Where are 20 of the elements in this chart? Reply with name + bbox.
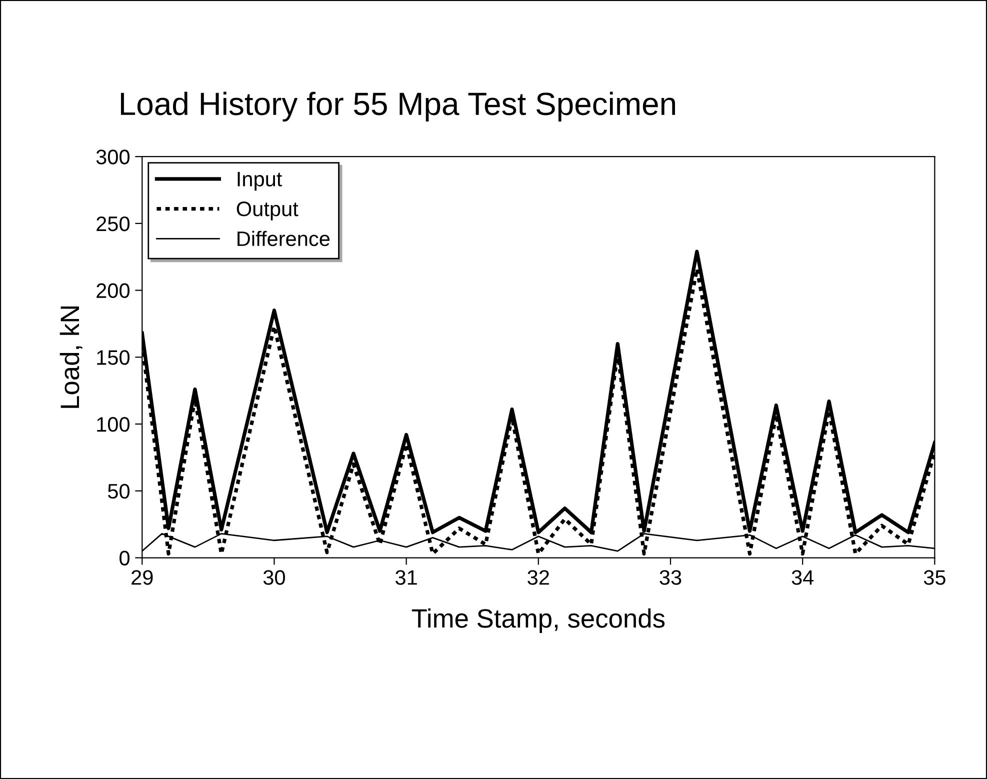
x-tick-label: 30 (263, 570, 285, 585)
x-tick-label: 34 (792, 570, 814, 585)
x-tick-label: 35 (924, 570, 946, 585)
y-tick-label: 200 (96, 283, 130, 298)
x-tick-label: 29 (132, 570, 153, 585)
y-tick-label: 150 (97, 350, 130, 365)
legend-label: Difference (238, 230, 330, 246)
y-tick-label: 50 (108, 484, 130, 499)
x-tick-label: 33 (660, 570, 682, 585)
y-tick-label: 250 (96, 216, 130, 232)
legend-label: Input (238, 172, 282, 191)
x-axis-title: Time Stamp, seconds (412, 608, 665, 634)
x-tick-label: 32 (528, 570, 549, 585)
y-tick-label: 0 (120, 550, 130, 566)
y-tick-label: 300 (96, 150, 130, 164)
chart-title: Load History for 55 Mpa Test Specimen (120, 92, 675, 122)
y-axis-title: Load, kN (60, 306, 82, 408)
x-tick-label: 31 (396, 570, 417, 585)
y-tick-label: 100 (97, 417, 130, 432)
legend-label: Output (236, 202, 298, 220)
